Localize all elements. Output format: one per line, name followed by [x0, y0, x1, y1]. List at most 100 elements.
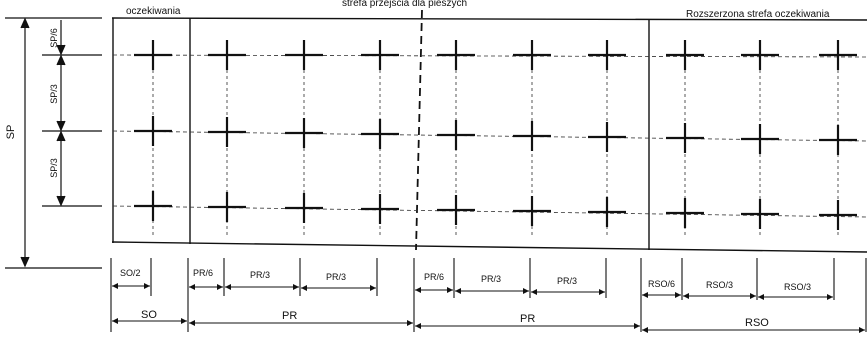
dim-label-pr-b: PR: [520, 313, 535, 325]
dim-arrow-so-half-head: [144, 283, 150, 289]
dim-label-pr-third-a1: PR/3: [250, 270, 270, 280]
dim-arrow-rso-head: [642, 327, 648, 333]
crossing-center-line: [415, 9, 423, 251]
cross-marker: [588, 197, 626, 227]
dim-arrow-rso-head: [859, 327, 865, 333]
bottom-border: [111, 241, 867, 253]
dim-label-sp-third-2: SP/3: [49, 158, 59, 178]
dim-arrow-rso-third-1: [683, 293, 756, 299]
dim-arrow-pr-third-a2-head: [370, 285, 376, 291]
dim-label-pr-third-b2: PR/3: [557, 276, 577, 286]
dim-arrow-rso-third-2-head: [758, 294, 764, 300]
zone-outlines: [111, 17, 867, 253]
dim-label-pr-a: PR: [282, 310, 297, 322]
cross-marker: [741, 40, 779, 70]
dim-arrow-so: [112, 318, 187, 324]
dim-arrow-pr-third-b1-head: [523, 288, 529, 294]
dim-arrow-so-half-head: [112, 283, 118, 289]
heading-crossing-zone: strefa przejścia dla pieszych: [342, 0, 467, 9]
dim-arrow-pr-sixth-b: [415, 287, 453, 293]
cross-marker: [741, 199, 779, 229]
dim-label-pr-third-a2: PR/3: [326, 272, 346, 282]
cross-marker: [361, 194, 399, 224]
dim-arrow-pr-third-a2-head: [301, 285, 307, 291]
cross-marker: [361, 119, 399, 149]
dim-arrow-pr-a-head: [407, 320, 413, 326]
dim-arrow-rso-sixth: [642, 292, 681, 298]
dim-arrow-rso: [642, 327, 865, 333]
dim-arrow-pr-a: [189, 320, 413, 326]
dim-arrow-pr-third-b1: [455, 288, 529, 294]
cross-marker: [588, 122, 626, 152]
dim-label-so: SO: [141, 309, 157, 321]
cross-marker: [513, 196, 551, 226]
cross-marker: [666, 123, 704, 153]
dim-arrow-rso-third-2-head: [827, 294, 833, 300]
dim-arrow-rso-sixth-head: [642, 292, 648, 298]
cross-marker: [819, 40, 857, 70]
dim-label-pr-third-b1: PR/3: [481, 274, 501, 284]
dim-label-sp-sixth: SP/6: [49, 28, 59, 48]
large-dimension-labels: SO PR PR RSO: [141, 309, 769, 329]
cross-marker: [134, 116, 172, 146]
cross-markers: [134, 40, 857, 238]
dim-arrow-so-head: [112, 318, 118, 324]
cross-marker: [741, 124, 779, 154]
sp-third-1-arrow-bottom: [56, 120, 66, 132]
cross-marker: [666, 198, 704, 228]
cross-marker: [819, 125, 857, 155]
bottom-dimension-lines: [110, 258, 867, 332]
dim-label-pr-sixth-a: PR/6: [193, 268, 213, 278]
dim-arrow-so-head: [181, 318, 187, 324]
dim-label-rso-sixth: RSO/6: [648, 279, 675, 289]
dim-arrow-pr-third-b1-head: [455, 288, 461, 294]
dim-arrow-pr-third-b2: [531, 289, 605, 295]
cross-marker: [819, 200, 857, 230]
dim-arrow-pr-sixth-a-head: [217, 284, 223, 290]
dim-arrow-pr-b-head: [634, 323, 640, 329]
cross-marker: [208, 117, 246, 147]
dim-arrow-pr-third-a1-head: [225, 284, 231, 290]
sp-total-arrow-bottom: [20, 256, 30, 268]
cross-marker: [208, 192, 246, 222]
dim-arrow-pr-third-a2: [301, 285, 376, 291]
dim-arrow-pr-sixth-b-head: [447, 287, 453, 293]
dim-label-sp-third-1: SP/3: [49, 84, 59, 104]
dim-label-so-half: SO/2: [120, 268, 141, 278]
dim-arrow-rso-third-1-head: [683, 293, 689, 299]
dim-arrow-pr-third-a1-head: [293, 284, 299, 290]
left-dimension-lines: [5, 17, 102, 269]
dim-label-sp: SP: [5, 125, 17, 140]
bottom-dimension-arrows: [112, 283, 865, 333]
dim-arrow-so-half: [112, 283, 150, 289]
cross-marker: [666, 40, 704, 70]
cross-marker: [134, 40, 172, 70]
dim-label-rso-third-1: RSO/3: [706, 280, 733, 290]
dim-arrow-pr-b-head: [415, 323, 421, 329]
cross-marker: [208, 40, 246, 70]
sp-sixth-arrow-bottom: [56, 44, 66, 56]
sp-third-2-arrow-bottom: [56, 195, 66, 207]
dim-label-rso: RSO: [745, 317, 769, 329]
cross-marker: [513, 40, 551, 70]
dim-arrow-pr-third-b2-head: [599, 289, 605, 295]
heading-extended-zone: Rozszerzona strefa oczekiwania: [686, 9, 830, 20]
cross-marker: [588, 40, 626, 70]
dim-arrow-rso-sixth-head: [675, 292, 681, 298]
dim-arrow-pr-sixth-a-head: [189, 284, 195, 290]
cross-marker: [285, 118, 323, 148]
cross-marker: [361, 40, 399, 70]
dim-label-pr-sixth-b: PR/6: [424, 272, 444, 282]
dim-arrow-pr-a-head: [189, 320, 195, 326]
cross-marker: [437, 120, 475, 150]
dim-arrow-pr-sixth-b-head: [415, 287, 421, 293]
dim-label-rso-third-2: RSO/3: [784, 282, 811, 292]
sp-total-arrow-top: [20, 17, 30, 29]
dim-arrow-rso-third-1-head: [750, 293, 756, 299]
small-dimension-labels: SO/2 PR/6 PR/3 PR/3 PR/6 PR/3 PR/3 RSO/6…: [120, 268, 811, 292]
dim-arrow-pr-third-b2-head: [531, 289, 537, 295]
cross-marker: [285, 40, 323, 70]
cross-marker: [437, 40, 475, 70]
cross-marker: [513, 121, 551, 151]
